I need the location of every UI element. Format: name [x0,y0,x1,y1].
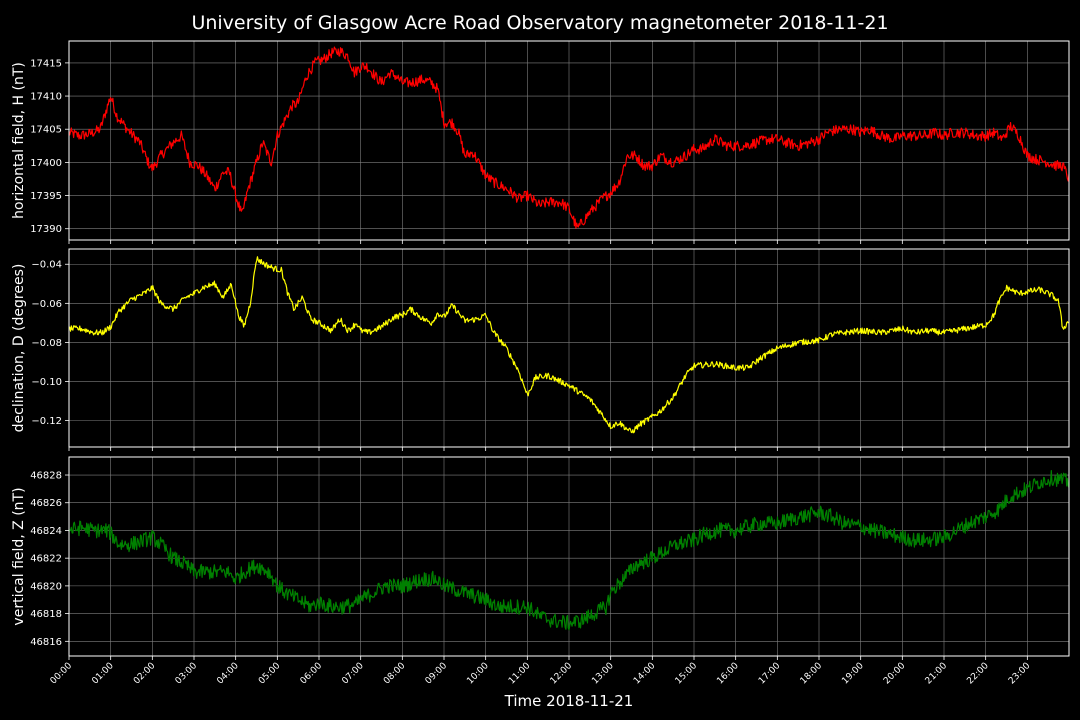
x-axis-label: Time 2018-11-21 [504,692,634,710]
y-tick-label: 46826 [30,498,62,509]
y-tick-label: 17405 [30,125,62,136]
y-tick-label: −0.08 [31,338,62,349]
chart-title: University of Glasgow Acre Road Observat… [191,12,888,34]
y-tick-label: 17410 [30,92,62,103]
data-series-line [68,256,1070,434]
panel-frame [68,40,1070,241]
y-axis-label: declination, D (degrees) [11,264,27,433]
y-axis-label: vertical field, Z (nT) [11,487,27,625]
y-tick-label: 46822 [30,554,62,565]
y-tick-label: −0.12 [31,416,62,427]
data-series-line [68,46,1070,229]
y-tick-label: 46820 [30,581,62,592]
y-tick-label: 46824 [30,526,62,537]
panel-frame [68,248,1070,448]
y-tick-label: 17400 [30,158,62,169]
y-tick-label: 46816 [30,637,62,648]
panel-2: −0.12 −0.10 −0.08 −0.06 −0.04 declination, D … [11,248,1070,451]
panel-frame [68,456,1070,657]
panel-1: 17390 17395 17400 17405 17410 17415horizontal… [11,40,1070,244]
y-tick-label: −0.06 [31,299,62,310]
y-tick-label: 17390 [30,224,62,235]
y-tick-label: 46818 [30,609,62,620]
data-series-line [68,469,1070,631]
y-tick-label: 46828 [30,471,62,482]
y-axis-label: horizontal field, H (nT) [11,62,27,219]
y-tick-label: 17415 [30,58,62,69]
y-tick-label: 17395 [30,191,62,202]
y-tick-label: −0.04 [31,260,62,271]
y-tick-label: −0.10 [31,377,62,388]
